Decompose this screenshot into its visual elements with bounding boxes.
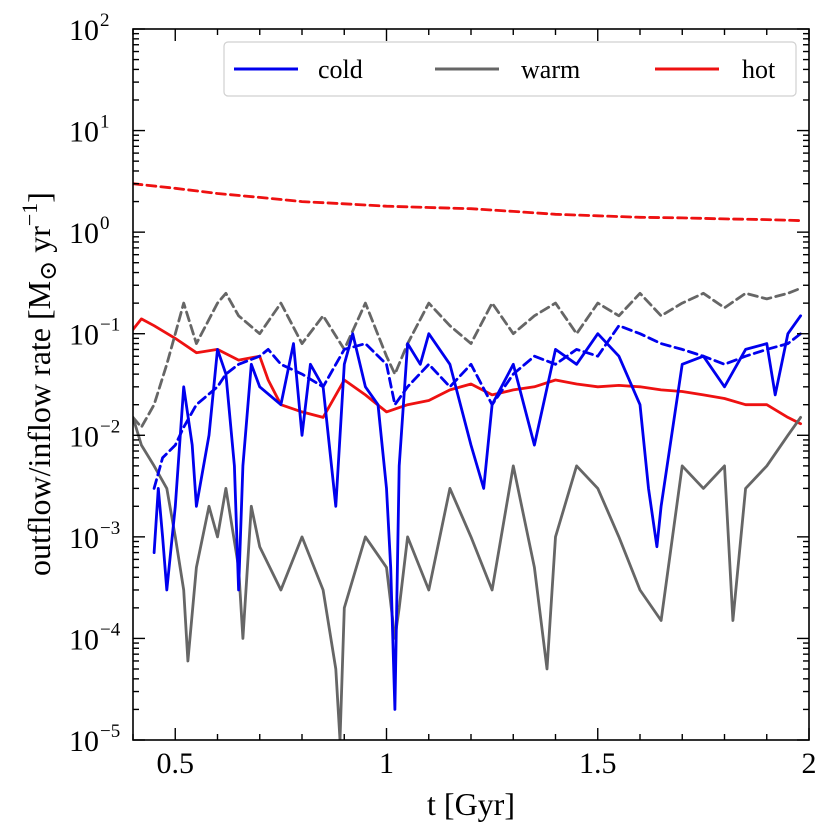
y-tick-exponent: −5: [100, 721, 120, 742]
y-axis-title-main: outflow/inflow rate [M: [21, 281, 57, 576]
y-tick-base: 10: [69, 319, 99, 352]
x-tick-label: 2: [802, 747, 817, 780]
series-cold-solid: [152, 314, 802, 711]
y-axis-title-close: ]: [21, 192, 57, 203]
legend-label-cold: cold: [318, 55, 363, 84]
y-tick-label: 10 −5: [69, 721, 120, 758]
legend-label-hot: hot: [742, 55, 776, 84]
x-axis-title: t [Gyr]: [427, 786, 515, 822]
y-tick-exponent: 2: [100, 10, 110, 31]
y-axis-title-exp: −1: [17, 203, 42, 226]
series-layer: [133, 182, 802, 740]
y-tick-base: 10: [69, 116, 99, 149]
x-tick-label: 1: [379, 747, 394, 780]
x-tick-label: 0.5: [157, 747, 195, 780]
y-axis-title-unit: yr: [21, 226, 57, 261]
y-tick-exponent: −4: [100, 619, 121, 640]
y-tick-label: 10 −1: [69, 315, 120, 352]
y-tick-base: 10: [69, 420, 99, 453]
series-warm-dashed: [133, 286, 802, 429]
x-tick-label: 1.5: [579, 747, 617, 780]
y-tick-base: 10: [69, 217, 99, 250]
y-tick-base: 10: [69, 522, 99, 555]
y-tick-base: 10: [69, 14, 99, 47]
x-tick-labels: 0.5 1 1.5 2: [157, 747, 817, 780]
legend-label-warm: warm: [521, 55, 580, 84]
y-tick-exponent: −3: [100, 518, 120, 539]
ticks-layer: [132, 28, 810, 741]
y-tick-base: 10: [69, 725, 99, 758]
y-tick-label: 10 0: [69, 213, 110, 250]
y-axis-title: outflow/inflow rate [M⊙ yr−1]: [17, 192, 62, 576]
y-axis-title-sun: ⊙: [36, 261, 62, 281]
series-cold-dashed: [152, 324, 802, 490]
y-tick-label: 10 −3: [69, 518, 120, 555]
y-tick-exponent: 1: [100, 112, 110, 133]
y-tick-base: 10: [69, 623, 99, 656]
y-tick-label: 10 −4: [69, 619, 121, 656]
series-hot-solid: [133, 317, 802, 426]
y-tick-label: 10 2: [69, 10, 110, 47]
y-tick-label: 10 1: [69, 112, 110, 149]
legend-box: [223, 41, 797, 97]
y-tick-label: 10 −2: [69, 416, 120, 453]
y-tick-exponent: −2: [100, 416, 120, 437]
series-hot-dashed: [133, 182, 802, 223]
y-tick-exponent: −1: [100, 315, 120, 336]
plot-frame: [132, 28, 810, 741]
y-tick-exponent: 0: [100, 213, 110, 234]
legend: cold warm hot: [223, 41, 797, 97]
